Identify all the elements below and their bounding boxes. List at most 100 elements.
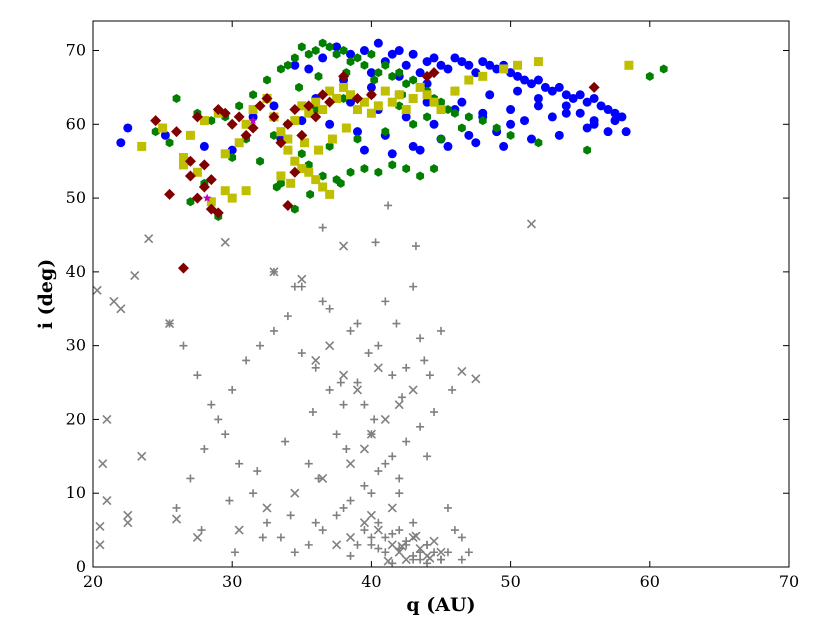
data-point-plus xyxy=(402,363,411,372)
data-point-hexagon xyxy=(353,53,362,63)
data-point-plus xyxy=(425,371,434,380)
data-point-diamond xyxy=(184,155,196,167)
data-point-plus xyxy=(249,489,258,498)
data-point-diamond xyxy=(588,81,600,93)
data-point-hexagon xyxy=(360,60,369,70)
y-tick-label: 30 xyxy=(66,336,86,355)
data-point-square xyxy=(234,138,244,148)
data-point-hexagon xyxy=(374,167,383,177)
data-point-circle xyxy=(464,60,474,70)
data-point-plus xyxy=(269,326,278,335)
data-point-hexagon xyxy=(360,164,369,174)
data-point-plus xyxy=(339,503,348,512)
data-point-square xyxy=(311,97,321,107)
data-point-hexagon xyxy=(172,93,181,103)
data-point-square xyxy=(464,75,474,85)
y-axis-ticks: 0 10 20 30 40 50 60 70 xyxy=(66,41,789,576)
data-point-x xyxy=(436,547,446,557)
data-point-circle xyxy=(415,145,425,155)
data-point-plus xyxy=(360,481,369,490)
data-point-plus xyxy=(353,378,362,387)
data-point-square xyxy=(339,82,349,92)
data-point-circle xyxy=(589,119,599,129)
data-point-plus xyxy=(381,297,390,306)
data-point-x xyxy=(380,414,390,424)
data-point-plus xyxy=(200,444,209,453)
y-tick-label: 40 xyxy=(66,262,86,281)
data-point-square xyxy=(286,178,296,188)
data-point-plus xyxy=(416,422,425,431)
data-point-circle xyxy=(123,123,133,133)
data-point-circle xyxy=(401,60,411,70)
data-point-x xyxy=(95,540,105,550)
data-point-star xyxy=(202,193,212,202)
data-point-square xyxy=(199,116,209,126)
data-point-plus xyxy=(409,282,418,291)
data-point-circle xyxy=(450,53,460,63)
data-point-plus xyxy=(311,363,320,372)
data-point-x xyxy=(269,267,279,277)
data-point-square xyxy=(408,93,418,103)
data-point-x xyxy=(359,444,370,454)
data-point-square xyxy=(422,90,432,100)
data-point-square xyxy=(478,71,488,81)
data-point-circle xyxy=(443,64,453,74)
data-point-hexagon xyxy=(353,134,362,144)
data-point-square xyxy=(366,108,376,118)
data-point-plus xyxy=(281,437,290,446)
data-point-diamond xyxy=(324,96,336,108)
data-point-x xyxy=(526,219,537,229)
data-point-hexagon xyxy=(583,145,592,155)
data-point-x xyxy=(383,556,393,566)
data-point-plus xyxy=(388,452,397,461)
data-point-square xyxy=(283,145,293,155)
data-point-circle xyxy=(401,112,411,122)
data-markers xyxy=(92,38,668,568)
data-point-circle xyxy=(547,86,557,96)
data-point-plus xyxy=(332,511,341,520)
data-point-plus xyxy=(276,533,285,542)
data-point-hexagon xyxy=(402,79,411,89)
data-point-circle xyxy=(457,97,467,107)
data-point-plus xyxy=(409,518,418,527)
data-point-plus xyxy=(374,341,383,350)
y-tick-label: 50 xyxy=(66,188,86,207)
data-point-circle xyxy=(478,108,488,118)
data-point-plus xyxy=(381,459,390,468)
data-point-circle xyxy=(346,97,356,107)
data-point-circle xyxy=(526,79,536,89)
data-point-circle xyxy=(227,145,237,155)
data-point-square xyxy=(387,97,397,107)
data-point-hexagon xyxy=(457,123,466,133)
data-point-hexagon xyxy=(165,138,174,148)
data-point-x xyxy=(92,285,102,295)
data-point-diamond xyxy=(205,174,217,186)
data-point-circle xyxy=(366,82,376,92)
data-point-circle xyxy=(561,108,571,118)
data-point-hexagon xyxy=(381,127,390,137)
data-point-plus xyxy=(283,312,292,321)
data-point-diamond xyxy=(296,129,308,141)
data-point-plus xyxy=(423,452,432,461)
data-point-hexagon xyxy=(395,68,404,78)
data-point-circle xyxy=(373,38,383,48)
data-point-plus xyxy=(346,496,355,505)
data-point-hexagon xyxy=(290,204,299,214)
data-point-hexagon xyxy=(249,90,257,100)
data-point-plus xyxy=(318,526,327,535)
data-point-circle xyxy=(582,123,592,133)
data-point-plus xyxy=(253,467,262,476)
data-point-hexagon xyxy=(374,68,383,78)
data-point-circle xyxy=(457,57,467,67)
x-axis-ticks: 20 30 40 50 60 70 xyxy=(83,21,799,591)
data-point-circle xyxy=(422,79,432,89)
data-point-diamond xyxy=(310,111,322,123)
data-point-square xyxy=(436,105,446,115)
data-point-circle xyxy=(478,57,488,67)
data-point-diamond xyxy=(247,122,259,134)
data-point-x xyxy=(130,270,140,281)
data-point-square xyxy=(332,93,342,103)
data-point-circle xyxy=(513,86,523,96)
data-point-circle xyxy=(610,108,620,118)
